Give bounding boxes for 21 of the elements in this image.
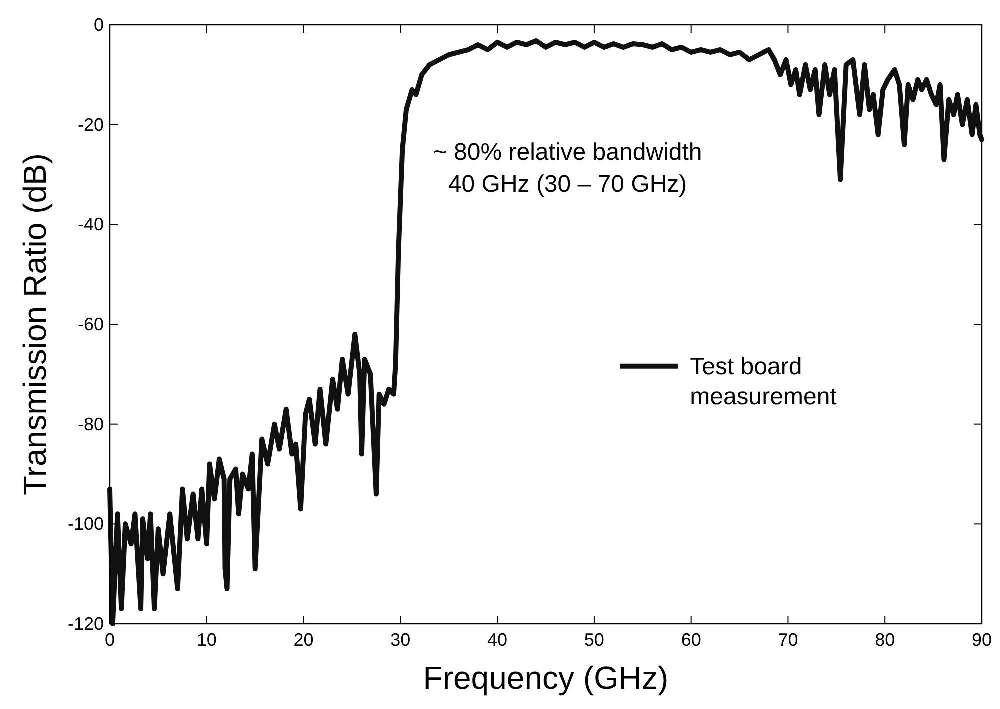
x-tick-label: 70 [778, 630, 798, 650]
y-tick-label: -100 [68, 514, 104, 534]
x-tick-label: 60 [681, 630, 702, 650]
y-tick-label: -40 [78, 214, 104, 235]
x-axis-title: Frequency (GHz) [423, 660, 669, 696]
x-tick-label: 80 [875, 630, 896, 650]
y-tick-label: -60 [78, 314, 104, 334]
y-axis-title: Transmission Ratio (dB) [17, 153, 53, 496]
y-tick-label: -80 [78, 414, 104, 434]
legend-label: Test board measurement [690, 353, 838, 410]
x-tick-label: 20 [294, 630, 314, 650]
y-tick-label: -120 [68, 614, 104, 634]
annotation: 40 GHz (30 – 70 GHz) [448, 171, 688, 198]
x-tick-label: 40 [488, 630, 508, 650]
y-tick-label: -20 [78, 114, 104, 135]
x-tick-label: 30 [390, 630, 411, 650]
x-tick-label: 90 [972, 630, 992, 650]
x-tick-label: 50 [584, 630, 604, 650]
y-tick-label: 0 [94, 15, 104, 35]
annotation: ~ 80% relative bandwidth [433, 139, 702, 166]
x-tick-label: 10 [196, 630, 217, 650]
